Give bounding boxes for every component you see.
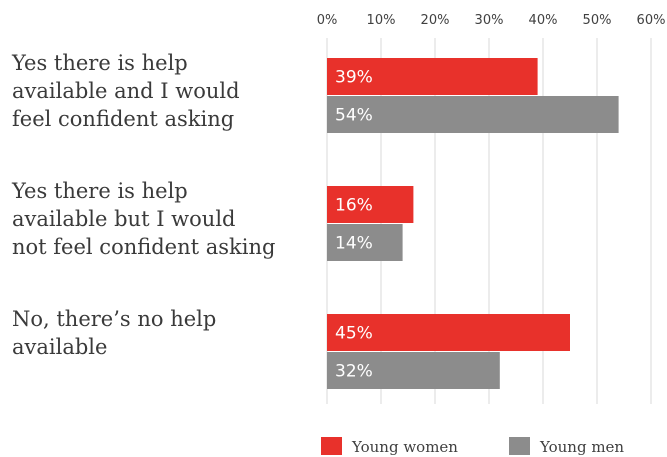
category-label: available	[12, 335, 107, 359]
legend-label: Young women	[351, 438, 458, 456]
bar	[327, 224, 403, 261]
data-label: 39%	[335, 68, 373, 88]
x-tick-label: 40%	[529, 13, 558, 28]
category-label: Yes there is help	[11, 179, 188, 203]
data-label: 54%	[335, 106, 373, 126]
x-tick-label: 20%	[421, 13, 450, 28]
category-label: not feel confident asking	[12, 235, 275, 259]
legend-swatch	[509, 437, 530, 455]
x-tick-label: 0%	[317, 13, 338, 28]
category-label: available but I would	[12, 207, 235, 231]
x-tick-label: 30%	[475, 13, 504, 28]
x-tick-label: 50%	[583, 13, 612, 28]
category-label: feel confident asking	[12, 107, 234, 131]
bar	[327, 186, 414, 223]
bar	[327, 58, 538, 95]
data-label: 32%	[335, 362, 373, 382]
legend-label: Young men	[539, 438, 624, 456]
category-label: Yes there is help	[11, 51, 188, 75]
bar	[327, 352, 500, 389]
legend-swatch	[321, 437, 342, 455]
data-label: 14%	[335, 234, 373, 254]
x-tick-label: 10%	[367, 13, 396, 28]
x-tick-label: 60%	[637, 13, 666, 28]
data-label: 45%	[335, 324, 373, 344]
bar	[327, 96, 619, 133]
data-label: 16%	[335, 196, 373, 216]
bar	[327, 314, 570, 351]
category-label: available and I would	[12, 79, 240, 103]
category-label: No, there’s no help	[12, 307, 216, 331]
